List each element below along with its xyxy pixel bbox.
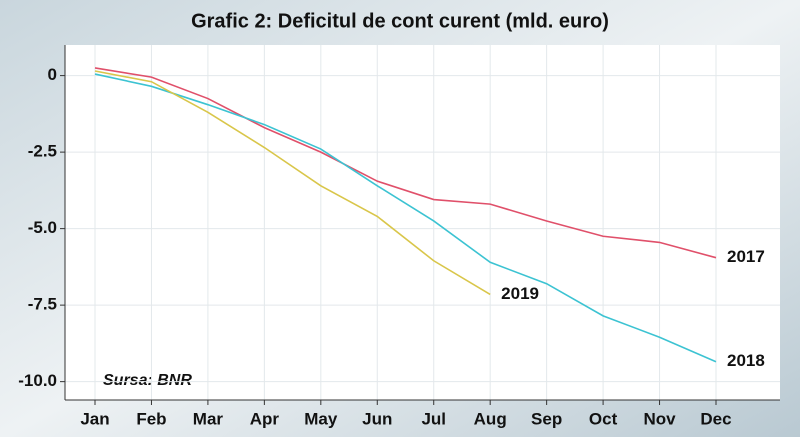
x-tick-label: Dec — [700, 409, 731, 428]
x-tick-label: Aug — [474, 409, 507, 428]
series-line — [94, 67, 717, 259]
y-tick-label: -10.0 — [18, 371, 57, 390]
x-tick-label: Sep — [531, 409, 562, 428]
series-line — [94, 70, 491, 296]
x-tick-label: Mar — [193, 409, 224, 428]
series-label: 2018 — [727, 351, 765, 370]
y-tick-label: -2.5 — [28, 142, 57, 161]
y-tick-label: -7.5 — [28, 295, 57, 314]
x-tick-label: Feb — [136, 409, 166, 428]
x-tick-label: Nov — [643, 409, 676, 428]
chart-title: Grafic 2: Deficitul de cont curent (mld.… — [191, 10, 609, 32]
plot-area — [65, 45, 780, 400]
series-label: 2019 — [501, 284, 539, 303]
y-tick-label: -5.0 — [28, 218, 57, 237]
series-line — [94, 73, 717, 363]
x-tick-label: Oct — [589, 409, 618, 428]
x-tick-label: Apr — [250, 409, 280, 428]
x-tick-label: May — [304, 409, 338, 428]
source-note: Sursa: BNR — [103, 372, 192, 389]
x-tick-label: Jan — [80, 409, 109, 428]
x-tick-label: Jun — [362, 409, 392, 428]
series-label: 2017 — [727, 247, 765, 266]
y-tick-label: 0 — [48, 65, 57, 84]
x-tick-label: Jul — [421, 409, 446, 428]
